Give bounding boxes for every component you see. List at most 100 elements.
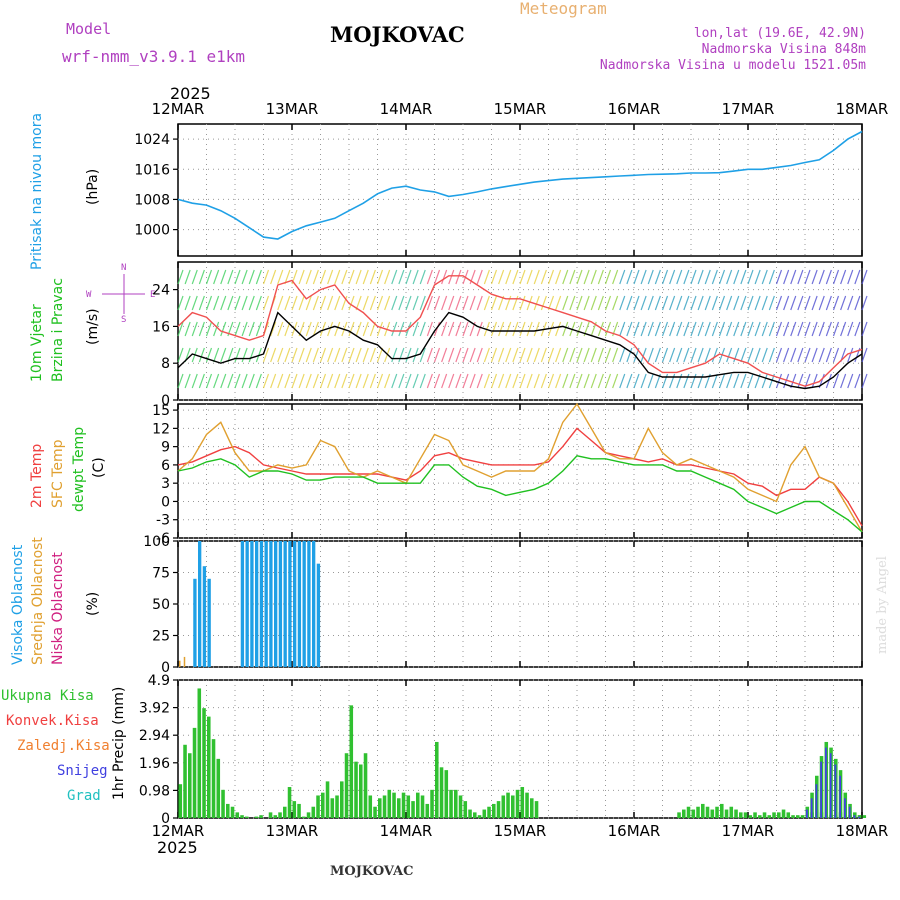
wind-barb	[526, 321, 533, 337]
wind-barb	[583, 295, 590, 311]
wind-barb	[633, 321, 640, 337]
wind-barb	[697, 269, 704, 285]
wind-barb	[191, 269, 198, 285]
temperature-ytick-label: -3	[156, 513, 170, 529]
wind-barb	[818, 347, 825, 363]
wind-barb	[576, 347, 583, 363]
wind-barb	[355, 269, 362, 285]
wind-barb	[854, 321, 861, 337]
precip-total-bar	[235, 812, 240, 818]
bottom-x-tick-17MAR: 17MAR	[722, 822, 775, 840]
wind-barb	[768, 295, 775, 311]
wind-barb	[669, 295, 676, 311]
wind-barb	[284, 347, 291, 363]
temp-ylabel: (C)	[91, 457, 107, 478]
precip-total-bar	[401, 792, 406, 818]
precip-total-bar	[397, 798, 401, 818]
wind-barb	[797, 295, 804, 311]
precip-ytick-label: 0.98	[139, 783, 170, 799]
wind-barb	[569, 295, 576, 311]
wind-barb	[412, 373, 419, 389]
wind-barb	[327, 347, 334, 363]
compass-e: E	[150, 290, 155, 300]
wind-barb	[604, 321, 612, 337]
precip-total-bar	[406, 795, 411, 818]
precip-total-bar	[515, 789, 520, 818]
wind-barb	[241, 321, 248, 337]
wind-barb	[647, 321, 654, 337]
precip-total-bar	[686, 806, 691, 818]
wind-barb	[768, 321, 775, 337]
wind-barb	[362, 269, 369, 285]
wind-barb	[455, 347, 462, 363]
wind-barb	[512, 347, 519, 363]
wind-barb	[640, 269, 647, 285]
wind-barb	[619, 295, 626, 311]
cloud-high-bar	[312, 541, 316, 667]
top-x-tick-14MAR: 14MAR	[380, 100, 433, 118]
wind-barb	[612, 347, 619, 363]
wind-barb	[590, 269, 597, 285]
wind-barb	[462, 373, 469, 389]
wind-barb	[555, 373, 562, 389]
wind-barb	[597, 321, 604, 337]
wind-barb	[498, 347, 505, 363]
wind-side-label-1: 10m Vjetar	[29, 304, 45, 382]
wind-barb	[847, 295, 854, 311]
wind-barb	[398, 269, 405, 285]
wind-barb	[348, 347, 355, 363]
wind-barb	[526, 347, 533, 363]
wind-barb	[220, 269, 227, 285]
wind-barb	[854, 373, 861, 389]
wind-barb	[711, 295, 718, 311]
temp-sfc-line	[177, 402, 863, 533]
wind-barb	[697, 321, 704, 337]
precip-total-bar	[392, 792, 396, 818]
wind-barb	[540, 347, 547, 363]
model-elevation-label: Nadmorska Visina u modelu 1521.05m	[600, 58, 866, 73]
wind-barb	[576, 321, 583, 337]
compass-w: W	[86, 290, 92, 300]
precip-total-bar	[306, 812, 311, 818]
wind-barb	[690, 321, 697, 337]
wind-barb	[626, 373, 633, 389]
precip-total-bar	[724, 809, 729, 818]
wind-barb	[704, 269, 711, 285]
precip-total-bar	[506, 792, 510, 818]
wind-barb	[476, 347, 483, 363]
wind-barb	[562, 347, 569, 363]
wind-barb	[590, 347, 597, 363]
wind-barb	[369, 347, 376, 363]
wind-barb	[818, 295, 825, 311]
temperature-ytick-label: -6	[156, 531, 170, 547]
wind-barb	[718, 321, 726, 337]
precip-total-bar	[520, 787, 525, 818]
wind-barb	[555, 295, 562, 311]
wind-barb	[726, 295, 733, 311]
wind-barb	[832, 373, 840, 389]
wind-barb	[569, 347, 576, 363]
precip-total-bar	[511, 795, 515, 818]
wind-barb	[426, 269, 433, 285]
precip-total-bar	[796, 815, 800, 818]
wind-barb	[405, 269, 412, 285]
cloud-high-bar	[264, 541, 268, 667]
wind-barb	[198, 269, 205, 285]
wind-barb	[198, 321, 205, 337]
wind-barb	[661, 321, 669, 337]
wind-barb	[191, 373, 198, 389]
wind-barb	[704, 295, 711, 311]
wind-barb	[476, 269, 483, 285]
cloud-high-bar	[259, 541, 264, 667]
wind-barb	[213, 373, 220, 389]
precip-total-bar	[720, 803, 724, 818]
precip-total-bar	[411, 801, 415, 818]
wind-barb	[783, 347, 790, 363]
wind-barb	[562, 269, 569, 285]
wind-barb	[683, 347, 690, 363]
wind-barb	[277, 373, 284, 389]
top-x-tick-15MAR: 15MAR	[494, 100, 547, 118]
wind-ylabel: (m/s)	[85, 308, 101, 345]
wind-barb	[205, 295, 213, 311]
wind-barb	[191, 321, 198, 337]
